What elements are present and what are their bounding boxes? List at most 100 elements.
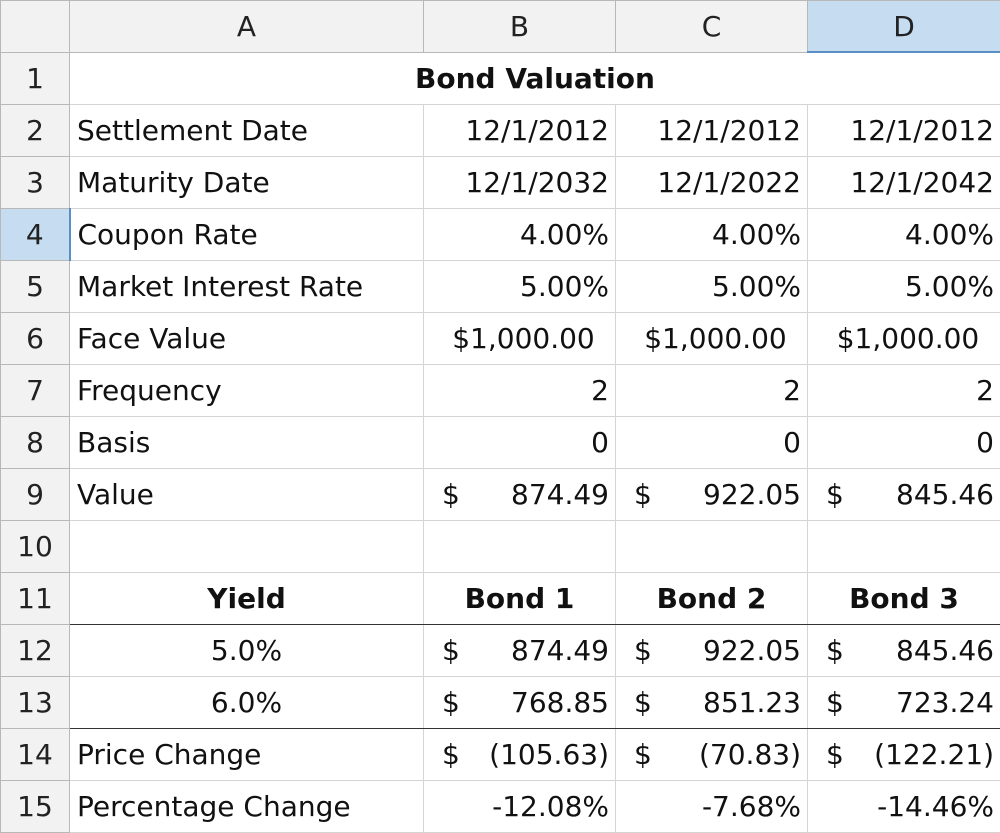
cell-d8[interactable]: 0 — [808, 417, 1000, 469]
cell-amount: (122.21) — [874, 738, 994, 771]
row-header-12[interactable]: 12 — [1, 625, 70, 677]
cell-d2[interactable]: 12/1/2012 — [808, 105, 1000, 157]
cell-c13[interactable]: $851.23 — [616, 677, 808, 729]
row-header-14[interactable]: 14 — [1, 729, 70, 781]
cell-b14[interactable]: $ (105.63) — [424, 729, 616, 781]
cell-c10[interactable] — [616, 521, 808, 573]
row-header-11[interactable]: 11 — [1, 573, 70, 625]
cell-c8[interactable]: 0 — [616, 417, 808, 469]
frequency-label[interactable]: Frequency — [70, 365, 424, 417]
cell-d9[interactable]: $845.46 — [808, 469, 1000, 521]
cell-c6[interactable]: $1,000.00 — [616, 313, 808, 365]
row-header-10[interactable]: 10 — [1, 521, 70, 573]
row-header-2[interactable]: 2 — [1, 105, 70, 157]
cell-d4[interactable]: 4.00% — [808, 209, 1000, 261]
row-header-4[interactable]: 4 — [1, 209, 70, 261]
currency-symbol: $ — [442, 634, 460, 667]
bond-1-header[interactable]: Bond 1 — [424, 573, 616, 625]
yield-cell-a12[interactable]: 5.0% — [70, 625, 424, 677]
cell-d10[interactable] — [808, 521, 1000, 573]
sheet-title-cell[interactable]: Bond Valuation — [70, 52, 1000, 105]
cell-d7[interactable]: 2 — [808, 365, 1000, 417]
basis-label[interactable]: Basis — [70, 417, 424, 469]
row-header-1[interactable]: 1 — [1, 52, 70, 105]
cell-c4[interactable]: 4.00% — [616, 209, 808, 261]
cell-amount: 922.05 — [703, 478, 801, 511]
cell-c15[interactable]: -7.68% — [616, 781, 808, 833]
bond-2-header[interactable]: Bond 2 — [616, 573, 808, 625]
coupon-rate-label[interactable]: Coupon Rate — [70, 209, 424, 261]
maturity-date-label[interactable]: Maturity Date — [70, 157, 424, 209]
row-header-13[interactable]: 13 — [1, 677, 70, 729]
cell-amount: (105.63) — [489, 738, 609, 771]
row-header-8[interactable]: 8 — [1, 417, 70, 469]
value-label[interactable]: Value — [70, 469, 424, 521]
cell-b9[interactable]: $874.49 — [424, 469, 616, 521]
cell-amount: 851.23 — [703, 686, 801, 719]
row-header-6[interactable]: 6 — [1, 313, 70, 365]
face-value-label[interactable]: Face Value — [70, 313, 424, 365]
cell-amount: 845.46 — [896, 634, 994, 667]
cell-b15[interactable]: -12.08% — [424, 781, 616, 833]
cell-d6[interactable]: $1,000.00 — [808, 313, 1000, 365]
column-header-b[interactable]: B — [424, 1, 616, 53]
market-rate-label[interactable]: Market Interest Rate — [70, 261, 424, 313]
cell-amount: 768.85 — [511, 686, 609, 719]
column-header-c[interactable]: C — [616, 1, 808, 53]
cell-d12[interactable]: $845.46 — [808, 625, 1000, 677]
yield-cell-a13[interactable]: 6.0% — [70, 677, 424, 729]
row-header-3[interactable]: 3 — [1, 157, 70, 209]
cell-amount: 874.49 — [511, 478, 609, 511]
cell-d5[interactable]: 5.00% — [808, 261, 1000, 313]
yield-header[interactable]: Yield — [70, 573, 424, 625]
cell-a10[interactable] — [70, 521, 424, 573]
price-change-label[interactable]: Price Change — [70, 729, 424, 781]
cell-d3[interactable]: 12/1/2042 — [808, 157, 1000, 209]
currency-symbol: $ — [634, 478, 652, 511]
row-header-5[interactable]: 5 — [1, 261, 70, 313]
currency-symbol: $ — [442, 738, 460, 771]
cell-b2[interactable]: 12/1/2012 — [424, 105, 616, 157]
cell-c2[interactable]: 12/1/2012 — [616, 105, 808, 157]
cell-c14[interactable]: $ (70.83) — [616, 729, 808, 781]
cell-b13[interactable]: $768.85 — [424, 677, 616, 729]
currency-symbol: $ — [634, 686, 652, 719]
currency-symbol: $ — [634, 634, 652, 667]
column-header-a[interactable]: A — [70, 1, 424, 53]
cell-b10[interactable] — [424, 521, 616, 573]
cell-c9[interactable]: $922.05 — [616, 469, 808, 521]
cell-amount: (70.83) — [699, 738, 801, 771]
select-all-corner[interactable] — [1, 1, 70, 53]
currency-symbol: $ — [442, 478, 460, 511]
cell-c7[interactable]: 2 — [616, 365, 808, 417]
currency-symbol: $ — [442, 686, 460, 719]
cell-b6[interactable]: $1,000.00 — [424, 313, 616, 365]
cell-b3[interactable]: 12/1/2032 — [424, 157, 616, 209]
cell-c3[interactable]: 12/1/2022 — [616, 157, 808, 209]
cell-d15[interactable]: -14.46% — [808, 781, 1000, 833]
cell-amount: 845.46 — [896, 478, 994, 511]
cell-c5[interactable]: 5.00% — [616, 261, 808, 313]
cell-d14[interactable]: $(122.21) — [808, 729, 1000, 781]
cell-d13[interactable]: $723.24 — [808, 677, 1000, 729]
percentage-change-label[interactable]: Percentage Change — [70, 781, 424, 833]
cell-b5[interactable]: 5.00% — [424, 261, 616, 313]
cell-amount: 874.49 — [511, 634, 609, 667]
row-header-15[interactable]: 15 — [1, 781, 70, 833]
currency-symbol: $ — [826, 634, 844, 667]
currency-symbol: $ — [826, 686, 844, 719]
cell-b4[interactable]: 4.00% — [424, 209, 616, 261]
row-header-9[interactable]: 9 — [1, 469, 70, 521]
cell-b7[interactable]: 2 — [424, 365, 616, 417]
bond-3-header[interactable]: Bond 3 — [808, 573, 1000, 625]
cell-c12[interactable]: $922.05 — [616, 625, 808, 677]
column-header-d[interactable]: D — [808, 1, 1000, 53]
cell-b12[interactable]: $874.49 — [424, 625, 616, 677]
cell-amount: 922.05 — [703, 634, 801, 667]
settlement-date-label[interactable]: Settlement Date — [70, 105, 424, 157]
currency-symbol: $ — [634, 738, 652, 771]
row-header-7[interactable]: 7 — [1, 365, 70, 417]
cell-b8[interactable]: 0 — [424, 417, 616, 469]
